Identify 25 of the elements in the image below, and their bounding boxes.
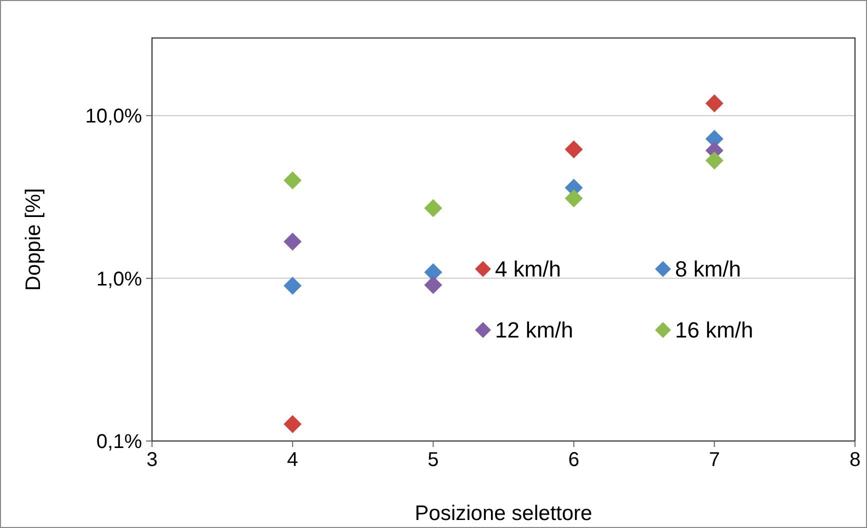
legend-label: 4 km/h (495, 256, 562, 282)
x-tick-label: 7 (708, 449, 720, 471)
y-tick-label: 1,0% (96, 268, 142, 290)
x-tick-label: 8 (849, 449, 861, 471)
x-tick-label: 3 (146, 449, 158, 471)
legend-label: 16 km/h (675, 318, 754, 343)
legend-label: 8 km/h (675, 256, 742, 282)
y-axis-title: Doppie [%] (22, 188, 45, 291)
x-axis-title: Posizione selettore (414, 502, 592, 525)
y-tick-label: 0,1% (96, 431, 142, 453)
point (284, 415, 302, 434)
point (424, 276, 442, 294)
point (705, 151, 724, 170)
y-tick-label: 10,0% (85, 106, 142, 128)
point (564, 189, 583, 208)
point (284, 276, 302, 295)
x-tick-label: 4 (287, 449, 298, 471)
x-tick-label: 6 (568, 449, 580, 471)
point (424, 199, 442, 218)
point (564, 140, 583, 158)
x-tick-label: 5 (428, 449, 439, 471)
legend-label: 12 km/h (495, 318, 574, 343)
point (705, 94, 724, 112)
point (284, 232, 302, 251)
point (284, 171, 302, 190)
